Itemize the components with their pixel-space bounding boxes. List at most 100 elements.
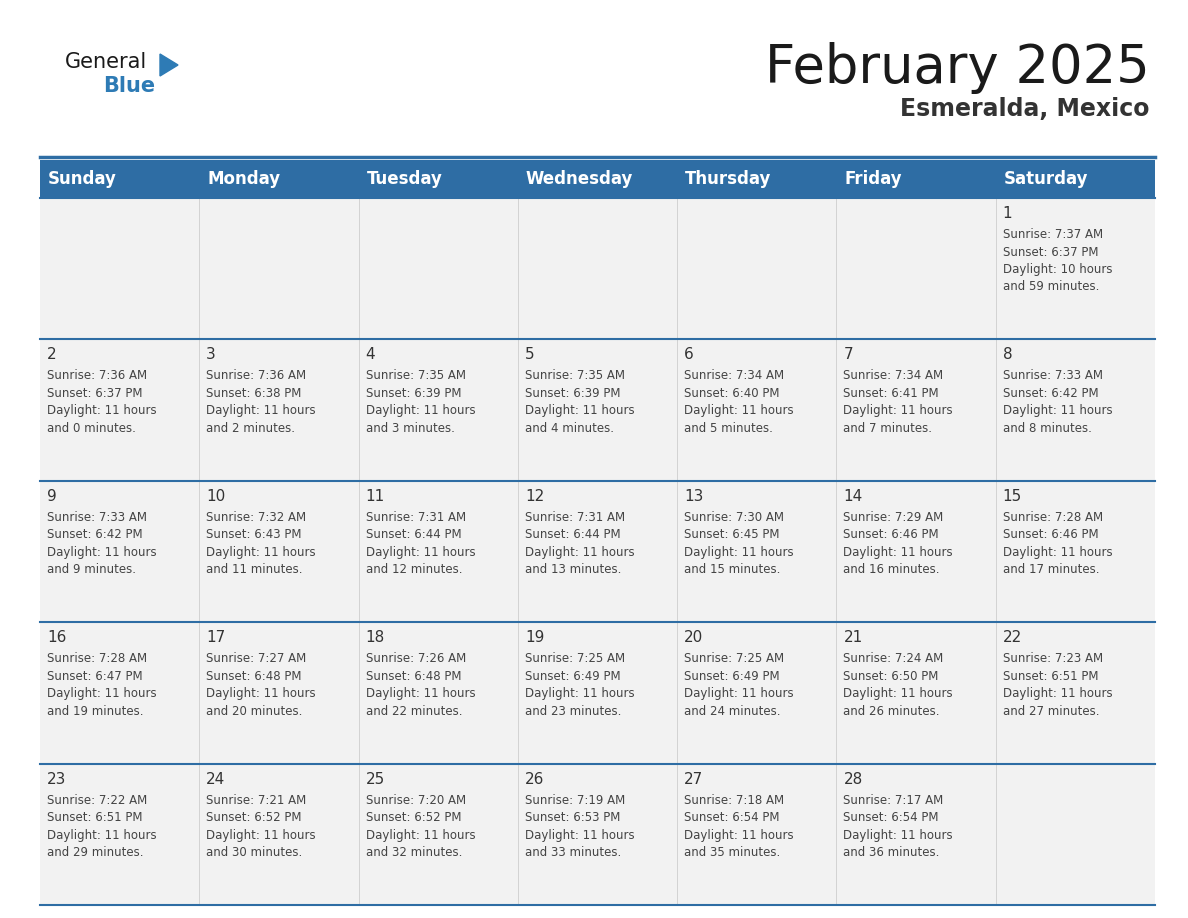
Text: 22: 22 bbox=[1003, 630, 1022, 645]
Text: February 2025: February 2025 bbox=[765, 42, 1150, 94]
Text: Sunset: 6:44 PM: Sunset: 6:44 PM bbox=[525, 528, 620, 542]
Text: Sunrise: 7:29 AM: Sunrise: 7:29 AM bbox=[843, 510, 943, 524]
Text: and 2 minutes.: and 2 minutes. bbox=[207, 422, 296, 435]
Text: Daylight: 11 hours: Daylight: 11 hours bbox=[843, 405, 953, 418]
Text: Sunrise: 7:30 AM: Sunrise: 7:30 AM bbox=[684, 510, 784, 524]
Text: Sunrise: 7:25 AM: Sunrise: 7:25 AM bbox=[525, 652, 625, 666]
Text: Sunset: 6:41 PM: Sunset: 6:41 PM bbox=[843, 386, 939, 400]
Text: Thursday: Thursday bbox=[685, 170, 771, 188]
Text: Sunrise: 7:24 AM: Sunrise: 7:24 AM bbox=[843, 652, 943, 666]
Text: Tuesday: Tuesday bbox=[367, 170, 442, 188]
Text: Daylight: 11 hours: Daylight: 11 hours bbox=[48, 688, 157, 700]
Text: 6: 6 bbox=[684, 347, 694, 363]
Text: Sunset: 6:51 PM: Sunset: 6:51 PM bbox=[1003, 670, 1098, 683]
Text: and 8 minutes.: and 8 minutes. bbox=[1003, 422, 1092, 435]
Text: 9: 9 bbox=[48, 488, 57, 504]
Text: Wednesday: Wednesday bbox=[526, 170, 633, 188]
Text: Sunset: 6:52 PM: Sunset: 6:52 PM bbox=[207, 812, 302, 824]
Bar bbox=[40, 764, 1155, 905]
Text: and 17 minutes.: and 17 minutes. bbox=[1003, 564, 1099, 577]
Text: Sunset: 6:46 PM: Sunset: 6:46 PM bbox=[843, 528, 939, 542]
Text: Sunset: 6:39 PM: Sunset: 6:39 PM bbox=[525, 386, 620, 400]
Text: Blue: Blue bbox=[103, 76, 156, 96]
Text: and 29 minutes.: and 29 minutes. bbox=[48, 846, 144, 859]
Text: Daylight: 11 hours: Daylight: 11 hours bbox=[684, 688, 794, 700]
Text: and 33 minutes.: and 33 minutes. bbox=[525, 846, 621, 859]
Text: 14: 14 bbox=[843, 488, 862, 504]
Text: and 4 minutes.: and 4 minutes. bbox=[525, 422, 614, 435]
Text: 19: 19 bbox=[525, 630, 544, 645]
Text: Daylight: 11 hours: Daylight: 11 hours bbox=[207, 546, 316, 559]
Text: Sunset: 6:37 PM: Sunset: 6:37 PM bbox=[48, 386, 143, 400]
Bar bbox=[677, 160, 836, 198]
Text: Daylight: 11 hours: Daylight: 11 hours bbox=[48, 829, 157, 842]
Text: Daylight: 11 hours: Daylight: 11 hours bbox=[366, 829, 475, 842]
Bar bbox=[518, 160, 677, 198]
Text: Sunset: 6:40 PM: Sunset: 6:40 PM bbox=[684, 386, 779, 400]
Text: 17: 17 bbox=[207, 630, 226, 645]
Text: 11: 11 bbox=[366, 488, 385, 504]
Text: Sunday: Sunday bbox=[48, 170, 116, 188]
Text: Sunrise: 7:33 AM: Sunrise: 7:33 AM bbox=[48, 510, 147, 524]
Text: Sunrise: 7:34 AM: Sunrise: 7:34 AM bbox=[684, 369, 784, 383]
Polygon shape bbox=[160, 54, 178, 76]
Text: and 3 minutes.: and 3 minutes. bbox=[366, 422, 455, 435]
Text: Daylight: 11 hours: Daylight: 11 hours bbox=[525, 405, 634, 418]
Text: 18: 18 bbox=[366, 630, 385, 645]
Text: Daylight: 11 hours: Daylight: 11 hours bbox=[843, 829, 953, 842]
Text: 21: 21 bbox=[843, 630, 862, 645]
Text: Sunset: 6:39 PM: Sunset: 6:39 PM bbox=[366, 386, 461, 400]
Text: Sunset: 6:46 PM: Sunset: 6:46 PM bbox=[1003, 528, 1099, 542]
Text: and 23 minutes.: and 23 minutes. bbox=[525, 705, 621, 718]
Text: Sunrise: 7:27 AM: Sunrise: 7:27 AM bbox=[207, 652, 307, 666]
Text: 10: 10 bbox=[207, 488, 226, 504]
Text: Sunrise: 7:31 AM: Sunrise: 7:31 AM bbox=[366, 510, 466, 524]
Text: and 32 minutes.: and 32 minutes. bbox=[366, 846, 462, 859]
Text: and 20 minutes.: and 20 minutes. bbox=[207, 705, 303, 718]
Text: 23: 23 bbox=[48, 772, 67, 787]
Text: Sunset: 6:47 PM: Sunset: 6:47 PM bbox=[48, 670, 143, 683]
Bar bbox=[996, 160, 1155, 198]
Text: Daylight: 11 hours: Daylight: 11 hours bbox=[366, 688, 475, 700]
Text: 12: 12 bbox=[525, 488, 544, 504]
Text: Sunrise: 7:33 AM: Sunrise: 7:33 AM bbox=[1003, 369, 1102, 383]
Bar bbox=[200, 160, 359, 198]
Text: Daylight: 11 hours: Daylight: 11 hours bbox=[684, 829, 794, 842]
Text: Sunset: 6:43 PM: Sunset: 6:43 PM bbox=[207, 528, 302, 542]
Text: Sunset: 6:50 PM: Sunset: 6:50 PM bbox=[843, 670, 939, 683]
Text: Sunrise: 7:22 AM: Sunrise: 7:22 AM bbox=[48, 793, 147, 807]
Text: Sunrise: 7:31 AM: Sunrise: 7:31 AM bbox=[525, 510, 625, 524]
Text: Sunset: 6:45 PM: Sunset: 6:45 PM bbox=[684, 528, 779, 542]
Text: Daylight: 11 hours: Daylight: 11 hours bbox=[684, 546, 794, 559]
Text: Sunset: 6:52 PM: Sunset: 6:52 PM bbox=[366, 812, 461, 824]
Text: Monday: Monday bbox=[207, 170, 280, 188]
Text: Saturday: Saturday bbox=[1004, 170, 1088, 188]
Text: Sunrise: 7:20 AM: Sunrise: 7:20 AM bbox=[366, 793, 466, 807]
Text: Daylight: 11 hours: Daylight: 11 hours bbox=[366, 405, 475, 418]
Text: 24: 24 bbox=[207, 772, 226, 787]
Text: Sunrise: 7:35 AM: Sunrise: 7:35 AM bbox=[525, 369, 625, 383]
Bar bbox=[40, 160, 200, 198]
Text: 28: 28 bbox=[843, 772, 862, 787]
Text: Sunrise: 7:18 AM: Sunrise: 7:18 AM bbox=[684, 793, 784, 807]
Text: Daylight: 11 hours: Daylight: 11 hours bbox=[684, 405, 794, 418]
Bar bbox=[40, 622, 1155, 764]
Text: 15: 15 bbox=[1003, 488, 1022, 504]
Text: Sunrise: 7:32 AM: Sunrise: 7:32 AM bbox=[207, 510, 307, 524]
Text: Daylight: 11 hours: Daylight: 11 hours bbox=[48, 546, 157, 559]
Bar bbox=[40, 340, 1155, 481]
Text: 4: 4 bbox=[366, 347, 375, 363]
Text: Daylight: 10 hours: Daylight: 10 hours bbox=[1003, 263, 1112, 276]
Text: Friday: Friday bbox=[845, 170, 902, 188]
Text: 3: 3 bbox=[207, 347, 216, 363]
Text: 16: 16 bbox=[48, 630, 67, 645]
Bar bbox=[359, 160, 518, 198]
Text: Sunrise: 7:21 AM: Sunrise: 7:21 AM bbox=[207, 793, 307, 807]
Text: Sunrise: 7:25 AM: Sunrise: 7:25 AM bbox=[684, 652, 784, 666]
Text: Sunrise: 7:28 AM: Sunrise: 7:28 AM bbox=[1003, 510, 1102, 524]
Text: Sunrise: 7:23 AM: Sunrise: 7:23 AM bbox=[1003, 652, 1102, 666]
Text: Daylight: 11 hours: Daylight: 11 hours bbox=[843, 546, 953, 559]
Text: 13: 13 bbox=[684, 488, 703, 504]
Text: and 15 minutes.: and 15 minutes. bbox=[684, 564, 781, 577]
Text: Sunset: 6:54 PM: Sunset: 6:54 PM bbox=[843, 812, 939, 824]
